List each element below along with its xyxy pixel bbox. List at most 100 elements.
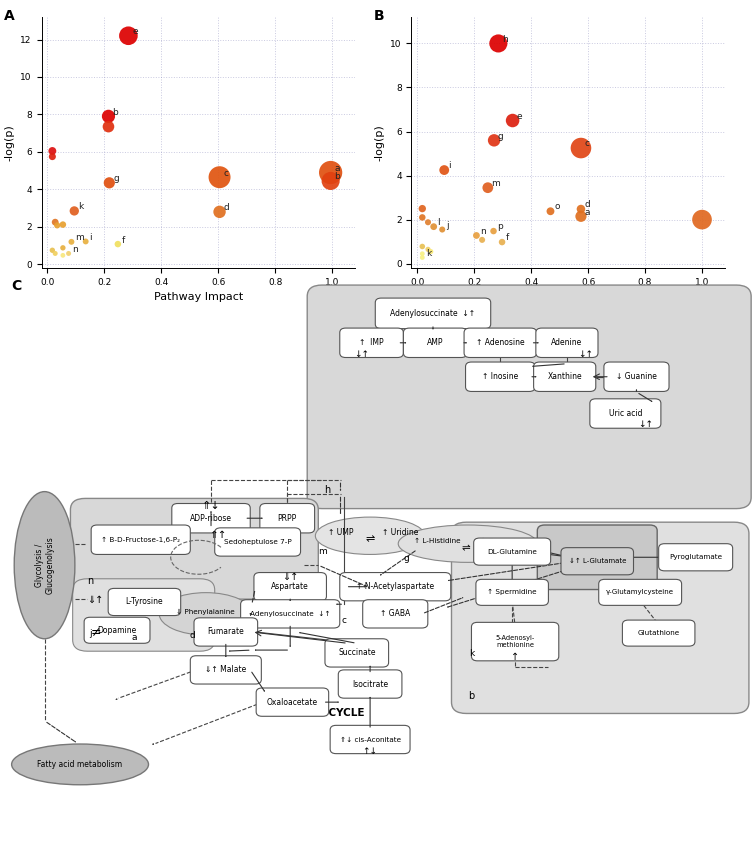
Point	[63, 247, 75, 260]
Ellipse shape	[14, 492, 75, 639]
Point	[544, 204, 556, 218]
Text: Adenylosuccinate  ↓↑: Adenylosuccinate ↓↑	[390, 309, 476, 318]
Text: Oxaloacetate: Oxaloacetate	[267, 698, 318, 706]
Text: ↑ UMP: ↑ UMP	[328, 528, 354, 537]
Point	[214, 170, 226, 184]
Text: f: f	[122, 236, 125, 244]
FancyBboxPatch shape	[307, 285, 751, 509]
Ellipse shape	[316, 517, 425, 555]
Point	[46, 144, 58, 157]
Point	[46, 150, 58, 163]
Text: ↑  IMP: ↑ IMP	[359, 339, 384, 347]
Text: i: i	[448, 162, 451, 170]
FancyBboxPatch shape	[241, 600, 340, 628]
Point	[325, 174, 337, 188]
Text: ⇑↓: ⇑↓	[202, 501, 220, 511]
Text: ↑↓: ↑↓	[362, 747, 378, 756]
Text: a: a	[132, 633, 137, 643]
Text: a: a	[584, 208, 590, 216]
Text: b: b	[334, 173, 340, 181]
Text: ↑: ↑	[511, 652, 519, 662]
Text: ↑ Uridine: ↑ Uridine	[382, 528, 418, 537]
Text: Glycolysis /
Glucogenolysis: Glycolysis / Glucogenolysis	[35, 536, 54, 594]
Text: e: e	[132, 27, 137, 37]
Text: DL-Glutamine: DL-Glutamine	[487, 549, 537, 555]
Text: ⇓↑: ⇓↑	[282, 572, 298, 581]
FancyBboxPatch shape	[190, 656, 261, 684]
Text: p: p	[498, 222, 503, 231]
Point	[575, 209, 587, 223]
Text: B: B	[374, 9, 384, 24]
X-axis label: Pathway Impact: Pathway Impact	[523, 293, 613, 302]
Point	[416, 202, 428, 215]
Point	[49, 215, 61, 229]
Text: m: m	[76, 233, 84, 243]
Text: c: c	[584, 140, 590, 148]
Point	[575, 141, 587, 155]
Text: 5-Adenosyl-
methionine: 5-Adenosyl- methionine	[495, 635, 535, 648]
Text: Glutathione: Glutathione	[637, 630, 680, 636]
FancyBboxPatch shape	[340, 328, 403, 357]
Point	[507, 114, 519, 128]
Text: ⇓↑: ⇓↑	[87, 596, 103, 605]
Point	[425, 245, 437, 259]
Text: n: n	[88, 576, 94, 585]
Point	[482, 181, 494, 195]
Text: k: k	[78, 203, 83, 211]
Text: c: c	[223, 168, 228, 178]
FancyBboxPatch shape	[590, 399, 661, 428]
X-axis label: Pathway Impact: Pathway Impact	[153, 293, 243, 302]
FancyBboxPatch shape	[561, 548, 633, 574]
Text: ⇓↑ L-Glutamate: ⇓↑ L-Glutamate	[569, 558, 626, 564]
Text: o: o	[554, 203, 559, 212]
Text: Adenylosuccinate  ↓↑: Adenylosuccinate ↓↑	[250, 611, 331, 617]
Point	[66, 235, 78, 248]
Point	[57, 241, 69, 254]
Ellipse shape	[398, 525, 538, 563]
FancyBboxPatch shape	[471, 622, 559, 661]
FancyBboxPatch shape	[599, 580, 682, 605]
FancyBboxPatch shape	[70, 499, 319, 599]
FancyBboxPatch shape	[325, 639, 389, 667]
FancyBboxPatch shape	[375, 298, 491, 328]
FancyBboxPatch shape	[340, 573, 451, 601]
Text: i: i	[89, 233, 92, 242]
FancyBboxPatch shape	[194, 618, 257, 646]
FancyBboxPatch shape	[91, 525, 190, 555]
Y-axis label: -log(p): -log(p)	[374, 124, 385, 161]
Text: ↑ B-D-Fructose-1,6-P₂: ↑ B-D-Fructose-1,6-P₂	[101, 537, 180, 543]
Point	[122, 29, 134, 43]
Text: ↑ Carnosine: ↑ Carnosine	[479, 539, 524, 545]
Point	[422, 243, 434, 256]
Point	[46, 243, 58, 257]
Point	[57, 248, 69, 262]
Point	[416, 247, 428, 260]
Text: k: k	[470, 648, 474, 658]
Text: ⇑↑: ⇑↑	[210, 530, 227, 540]
Point	[427, 220, 439, 233]
Point	[470, 229, 482, 243]
Point	[492, 37, 504, 50]
FancyBboxPatch shape	[338, 670, 402, 698]
Point	[416, 240, 428, 254]
FancyBboxPatch shape	[622, 620, 695, 646]
Text: d: d	[584, 200, 590, 209]
Point	[416, 210, 428, 224]
Point	[79, 235, 91, 248]
Point	[325, 166, 337, 180]
Text: Fatty acid metabolism: Fatty acid metabolism	[38, 760, 122, 769]
Point	[68, 204, 80, 218]
Text: n: n	[480, 226, 486, 236]
Point	[112, 237, 124, 251]
Text: Uric acid: Uric acid	[609, 409, 642, 418]
Point	[696, 213, 708, 226]
Text: A: A	[4, 9, 14, 24]
FancyBboxPatch shape	[466, 362, 535, 391]
Text: ↓↑: ↓↑	[638, 420, 653, 430]
FancyBboxPatch shape	[214, 528, 300, 557]
Text: Isocitrate: Isocitrate	[352, 680, 388, 688]
Text: m: m	[319, 547, 327, 556]
Text: b: b	[469, 691, 475, 700]
FancyBboxPatch shape	[254, 573, 326, 601]
Point	[575, 203, 587, 216]
